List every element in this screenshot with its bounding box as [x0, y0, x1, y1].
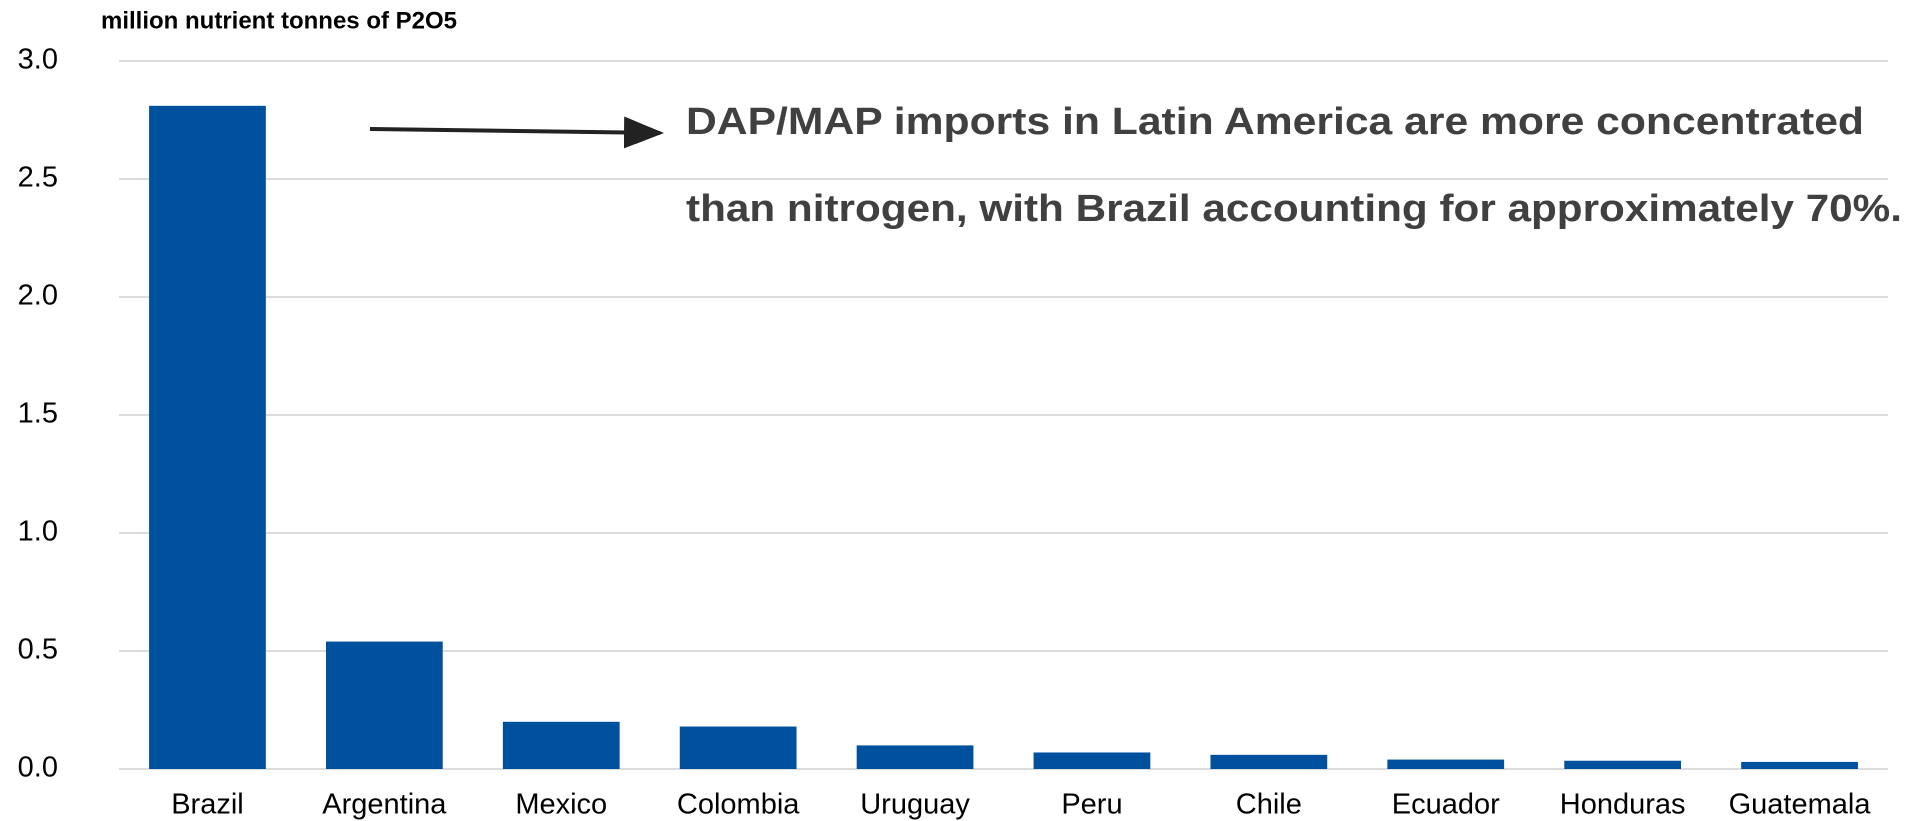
bar [1033, 752, 1151, 769]
y-tick-label: 2.0 [18, 280, 58, 312]
bar [325, 641, 443, 769]
bar [1387, 759, 1505, 769]
bar [679, 726, 797, 769]
bar [149, 105, 266, 770]
arrow [369, 116, 664, 149]
x-tick-label: Honduras [1560, 789, 1686, 821]
y-tick-label: 2.5 [18, 162, 58, 194]
annotation: than nitrogen, with Brazil accounting fo… [686, 188, 1902, 230]
y-tick-label: 1.0 [18, 516, 58, 548]
x-tick-label: Uruguay [860, 789, 970, 821]
bar [502, 721, 620, 769]
bar [1210, 754, 1328, 769]
y-tick-label: 0.5 [18, 634, 58, 666]
bar [1741, 761, 1858, 769]
x-tick-label: Chile [1236, 789, 1302, 821]
annotation: DAP/MAP imports in Latin America are mor… [686, 101, 1864, 143]
y-tick-label: 3.0 [18, 44, 58, 76]
y-axis-label: million nutrient tonnes of P2O5 [101, 7, 457, 34]
x-tick-label: Guatemala [1729, 789, 1872, 821]
x-tick-label: Ecuador [1392, 789, 1500, 821]
y-tick-label: 1.5 [18, 398, 58, 430]
y-tick-label: 0.0 [18, 752, 58, 784]
x-tick-label: Colombia [677, 789, 800, 821]
bar [856, 745, 974, 769]
x-tick-label: Mexico [515, 789, 607, 821]
bar [1564, 760, 1682, 769]
x-tick-label: Argentina [322, 789, 447, 821]
x-tick-label: Peru [1061, 789, 1122, 821]
x-tick-label: Brazil [171, 789, 244, 821]
